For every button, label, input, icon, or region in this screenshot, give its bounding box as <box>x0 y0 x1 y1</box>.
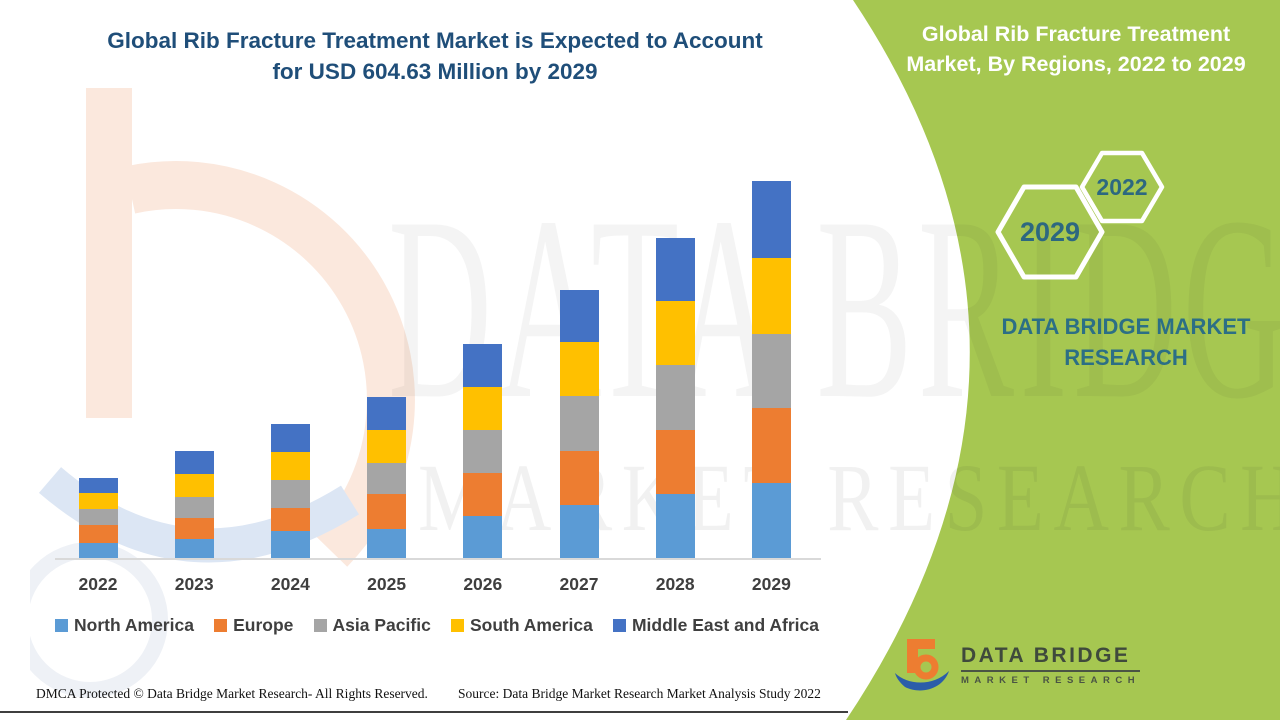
bar-segment-2022-south-america <box>78 492 118 509</box>
bar-segment-2024-middle-east-and-africa <box>270 424 310 453</box>
footer-copyright: DMCA Protected © Data Bridge Market Rese… <box>36 686 428 701</box>
bar-segment-2026-asia-pacific <box>463 429 503 473</box>
legend-swatch-north-america <box>55 619 68 632</box>
legend-label-europe: Europe <box>233 615 294 635</box>
logo-sub-text: MARKET RESEARCH <box>961 675 1141 686</box>
legend-item-north-america: North America <box>55 615 194 636</box>
legend-label-north-america: North America <box>74 615 194 635</box>
legend-swatch-south-america <box>450 619 464 632</box>
bar-2026 <box>463 343 503 558</box>
bar-segment-2024-asia-pacific <box>270 480 310 508</box>
logo-brand-text: DATA BRIDGE <box>961 644 1141 672</box>
legend-label-middle-east-and-africa: Middle East and Africa <box>631 615 819 635</box>
bar-segment-2028-north-america <box>655 493 695 558</box>
bar-segment-2025-middle-east-and-africa <box>367 396 407 431</box>
brand-text-line1: DATA BRIDGE MARKET <box>1001 314 1251 339</box>
bar-segment-2028-asia-pacific <box>655 365 695 431</box>
side-panel-heading-line1: Global Rib Fracture Treatment <box>921 22 1231 46</box>
axis-label-2026: 2026 <box>463 574 503 594</box>
bar-segment-2022-europe <box>78 524 118 544</box>
bar-2022 <box>78 477 118 558</box>
bar-segment-2023-south-america <box>174 473 214 497</box>
axis-label-2025: 2025 <box>367 574 407 594</box>
legend-item-middle-east-and-africa: Middle East and Africa <box>612 615 819 636</box>
bar-segment-2028-middle-east-and-africa <box>655 238 695 302</box>
side-panel-heading-line2: Market, By Regions, 2022 to 2029 <box>906 52 1246 76</box>
bar-segment-2023-middle-east-and-africa <box>174 451 214 474</box>
bar-segment-2029-north-america <box>751 483 791 558</box>
bar-segment-2029-europe <box>751 408 791 484</box>
brand-text-line2: RESEARCH <box>1064 345 1188 370</box>
bar-segment-2024-south-america <box>270 452 310 481</box>
bar-2027 <box>559 289 599 558</box>
axis-label-2027: 2027 <box>559 574 599 594</box>
legend-label-south-america: South America <box>469 615 593 635</box>
bar-segment-2025-south-america <box>367 430 407 464</box>
bar-segment-2026-middle-east-and-africa <box>463 343 503 387</box>
bar-segment-2027-asia-pacific <box>559 395 599 451</box>
legend-swatch-asia-pacific <box>313 619 327 632</box>
bar-segment-2026-south-america <box>463 386 503 430</box>
hexagon-2022-badge: 2022 <box>1079 150 1165 224</box>
bar-segment-2029-middle-east-and-africa <box>751 181 791 259</box>
bar-segment-2023-north-america <box>174 538 214 558</box>
watermark-data-bridge: DATA BRIDGE <box>388 163 1280 453</box>
bar-segment-2025-europe <box>367 494 407 530</box>
bar-segment-2026-europe <box>463 472 503 516</box>
bar-2028 <box>655 238 695 558</box>
bar-2029 <box>751 181 791 558</box>
footer-source: Source: Data Bridge Market Research Mark… <box>458 686 821 701</box>
bar-segment-2024-europe <box>270 507 310 532</box>
chart-legend: North America Europe Asia Pacific South Ame… <box>55 615 819 636</box>
bar-chart <box>55 180 821 560</box>
bar-segment-2027-europe <box>559 450 599 506</box>
bar-segment-2022-asia-pacific <box>78 508 118 525</box>
axis-label-2028: 2028 <box>655 574 695 594</box>
page-title-line1: Global Rib Fracture Treatment Market is … <box>107 28 763 53</box>
bar-segment-2023-asia-pacific <box>174 496 214 519</box>
bar-segment-2028-europe <box>655 430 695 494</box>
bar-segment-2028-south-america <box>655 301 695 366</box>
axis-label-2023: 2023 <box>174 574 214 594</box>
legend-item-europe: Europe <box>214 615 293 636</box>
legend-label-asia-pacific: Asia Pacific <box>332 615 431 635</box>
axis-label-2022: 2022 <box>78 574 118 594</box>
bar-segment-2023-europe <box>174 518 214 539</box>
bar-2023 <box>174 451 214 558</box>
dbmr-logo: DATA BRIDGE MARKET RESEARCH <box>893 636 1141 694</box>
side-panel-heading: Global Rib Fracture Treatment Market, By… <box>878 19 1274 79</box>
hexagon-2022-label: 2022 <box>1096 174 1147 200</box>
legend-swatch-middle-east-and-africa <box>612 619 626 632</box>
bar-segment-2022-north-america <box>78 543 118 558</box>
bar-segment-2026-north-america <box>463 515 503 558</box>
axis-label-2024: 2024 <box>270 574 310 594</box>
legend-swatch-europe <box>214 619 228 632</box>
bar-segment-2027-south-america <box>559 341 599 396</box>
x-axis-labels: 2022 2023 2024 2025 2026 2027 2028 2029 <box>55 574 821 600</box>
legend-item-south-america: South America <box>450 615 593 636</box>
bar-segment-2029-asia-pacific <box>751 333 791 409</box>
hexagon-2029-badge: 2029 <box>995 184 1105 280</box>
dbmr-logo-icon <box>895 639 949 691</box>
bar-segment-2022-middle-east-and-africa <box>78 477 118 493</box>
bar-segment-2025-asia-pacific <box>367 463 407 495</box>
hexagon-2029-label: 2029 <box>1020 217 1080 247</box>
bar-segment-2024-north-america <box>270 531 310 558</box>
page-title: Global Rib Fracture Treatment Market is … <box>55 25 815 87</box>
bar-segment-2027-middle-east-and-africa <box>559 289 599 342</box>
footer-divider <box>0 711 848 713</box>
bar-segment-2027-north-america <box>559 505 599 558</box>
legend-item-asia-pacific: Asia Pacific <box>313 615 431 636</box>
bar-segment-2029-south-america <box>751 258 791 334</box>
hexagon-year-badges: 2022 2029 <box>995 150 1165 280</box>
page-title-line2: for USD 604.63 Million by 2029 <box>272 59 598 84</box>
bar-2024 <box>270 424 310 558</box>
brand-text: DATA BRIDGE MARKET RESEARCH <box>1000 311 1252 373</box>
bar-segment-2025-north-america <box>367 529 407 558</box>
axis-label-2029: 2029 <box>751 574 791 594</box>
bar-2025 <box>367 396 407 558</box>
